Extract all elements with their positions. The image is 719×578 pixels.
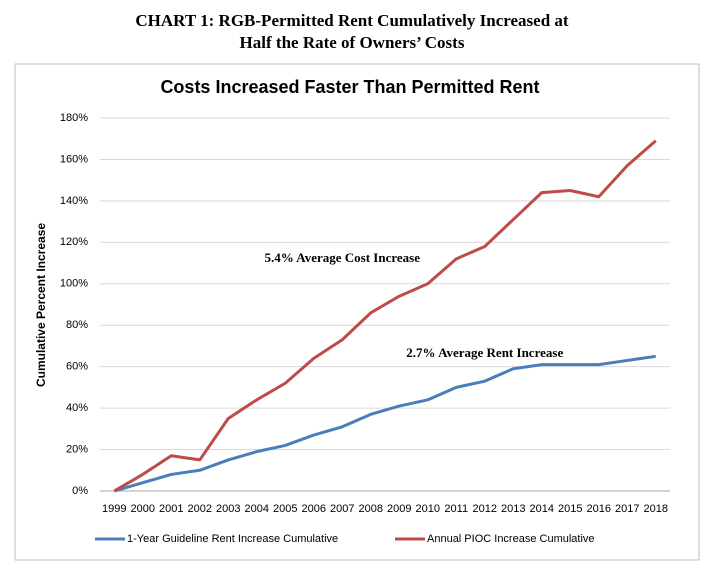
x-tick-label: 2000 xyxy=(131,503,155,515)
x-tick-label: 2001 xyxy=(159,503,183,515)
y-tick-label: 60% xyxy=(66,361,88,373)
annotation: 2.7% Average Rent Increase xyxy=(406,345,563,360)
x-tick-label: 2016 xyxy=(587,503,611,515)
y-tick-label: 0% xyxy=(72,485,88,497)
annotation: 5.4% Average Cost Increase xyxy=(265,250,421,265)
x-tick-label: 2009 xyxy=(387,503,411,515)
x-tick-label: 2018 xyxy=(644,503,668,515)
x-tick-label: 2003 xyxy=(216,503,240,515)
series-line xyxy=(113,139,657,493)
x-tick-label: 2012 xyxy=(473,503,497,515)
y-tick-label: 40% xyxy=(66,402,88,414)
x-tick-label: 2007 xyxy=(330,503,354,515)
x-tick-label: 2013 xyxy=(501,503,525,515)
x-tick-label: 2004 xyxy=(245,503,269,515)
x-tick-label: 2002 xyxy=(188,503,212,515)
y-tick-label: 140% xyxy=(60,195,88,207)
x-tick-label: 2015 xyxy=(558,503,582,515)
legend-label: Annual PIOC Increase Cumulative xyxy=(427,533,595,545)
y-tick-label: 80% xyxy=(66,319,88,331)
header-line: CHART 1: RGB-Permitted Rent Cumulatively… xyxy=(135,11,569,30)
header-line: Half the Rate of Owners’ Costs xyxy=(240,33,465,52)
x-tick-label: 1999 xyxy=(102,503,126,515)
y-tick-label: 180% xyxy=(60,112,88,124)
y-tick-label: 100% xyxy=(60,278,88,290)
x-tick-label: 2010 xyxy=(416,503,440,515)
x-tick-label: 2008 xyxy=(359,503,383,515)
y-tick-label: 20% xyxy=(66,443,88,455)
x-tick-label: 2014 xyxy=(530,503,554,515)
y-tick-label: 120% xyxy=(60,236,88,248)
x-tick-label: 2017 xyxy=(615,503,639,515)
y-axis-title: Cumulative Percent Increase xyxy=(34,223,48,387)
y-tick-label: 160% xyxy=(60,153,88,165)
x-tick-label: 2006 xyxy=(302,503,326,515)
x-tick-label: 2011 xyxy=(444,503,468,515)
x-tick-label: 2005 xyxy=(273,503,297,515)
chart-frame xyxy=(14,63,700,561)
legend-label: 1-Year Guideline Rent Increase Cumulativ… xyxy=(127,533,338,545)
chart-title: Costs Increased Faster Than Permitted Re… xyxy=(160,77,539,97)
series-line xyxy=(113,354,656,493)
